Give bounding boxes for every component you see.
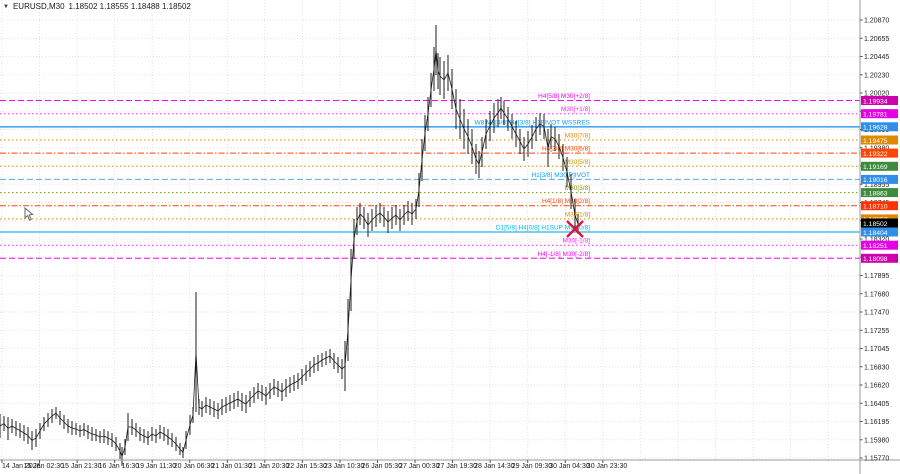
murrey-line-label: H4[2/8] M30[6/8] bbox=[542, 146, 590, 153]
mouse-cursor-icon bbox=[24, 206, 34, 221]
current-price-tag bbox=[861, 218, 898, 228]
price-axis-label: 1.17680 bbox=[864, 291, 889, 298]
murrey-line-label: M30[-1/8] bbox=[563, 238, 591, 245]
chart-symbol-timeframe: EURUSD,M30 bbox=[12, 2, 65, 11]
murrey-line-label: M30[5/8] bbox=[565, 159, 590, 166]
price-axis-label: 1.15770 bbox=[864, 456, 889, 463]
time-axis-label: 30 Jan 04:30 bbox=[549, 463, 590, 470]
price-tag-value: 1.19016 bbox=[863, 177, 888, 184]
price-axis-label: 1.20655 bbox=[864, 36, 889, 43]
price-axis-label: 1.20230 bbox=[864, 72, 889, 79]
price-axis-label: 1.17470 bbox=[864, 310, 889, 317]
time-axis-label: 20 Jan 06:30 bbox=[174, 463, 215, 470]
price-axis-label: 1.16830 bbox=[864, 364, 889, 371]
price-tag-value: 1.19322 bbox=[863, 151, 888, 158]
time-axis-label: 29 Jan 09:30 bbox=[512, 463, 553, 470]
price-tag-value: 1.18251 bbox=[863, 243, 888, 250]
time-axis-label: 22 Jan 15:30 bbox=[286, 463, 327, 470]
price-tag-value: 1.18710 bbox=[863, 204, 888, 211]
price-tag-value: 1.19169 bbox=[863, 164, 888, 171]
murrey-line-label: W8 M8[4/8] H4[3/8] H1PIVOT WSSRES bbox=[475, 119, 591, 126]
price-tag-value: 1.19628 bbox=[863, 125, 888, 132]
price-tag-M30[0/8] bbox=[861, 227, 898, 237]
price-tag-M30[-1/8] bbox=[861, 240, 898, 250]
symbol-marker-icon: ▼ bbox=[3, 3, 9, 10]
murrey-line-label: H4[-1/8] M30[-2/8] bbox=[538, 251, 591, 258]
price-axis-label: 1.18955 bbox=[864, 182, 889, 189]
price-tag-M30[3/8] bbox=[861, 188, 898, 198]
current-price-value: 1.18502 bbox=[863, 221, 888, 228]
price-axis-label: 1.17255 bbox=[864, 328, 889, 335]
time-axis-label: 27 Jan 00:30 bbox=[399, 463, 440, 470]
price-axis-label: 1.16620 bbox=[864, 383, 889, 390]
price-tag-value: 1.18098 bbox=[863, 256, 888, 263]
price-tag-value: 1.19475 bbox=[863, 138, 888, 145]
time-axis-label: 14 Jan 2026 bbox=[2, 463, 41, 470]
time-axis-label: 21 Jan 01:30 bbox=[211, 463, 252, 470]
price-tag-M30[-2/8] bbox=[861, 253, 898, 263]
murrey-line-label: H1[3/8] M30[P]IVOT bbox=[531, 172, 590, 179]
price-path bbox=[0, 49, 579, 458]
price-tag-M30[+1/8] bbox=[861, 109, 898, 119]
murrey-line-label: M30[7/8] bbox=[565, 133, 590, 140]
price-axis-label: 1.20445 bbox=[864, 54, 889, 61]
time-axis-label: 26 Jan 05:30 bbox=[362, 463, 403, 470]
price-axis-label: 1.17895 bbox=[864, 273, 889, 280]
murrey-line-label: M30[3/8] bbox=[565, 185, 590, 192]
time-axis-label: 30 Jan 23:30 bbox=[587, 463, 628, 470]
price-tag-value: 1.19934 bbox=[863, 98, 888, 105]
price-axis-label: 1.16195 bbox=[864, 419, 889, 426]
time-axis-label: 23 Jan 10:30 bbox=[324, 463, 365, 470]
price-tag-M30[2/8] bbox=[861, 201, 898, 211]
time-axis-label: 27 Jan 19:30 bbox=[437, 463, 478, 470]
murrey-line-label: H4[5/8] M30[+2/8] bbox=[538, 93, 590, 100]
price-tag-M30[7/8] bbox=[861, 135, 898, 145]
price-axis-label: 1.20870 bbox=[864, 18, 889, 25]
time-axis-label: 15 Jan 02:30 bbox=[24, 463, 65, 470]
sell-signal-x-icon[interactable] bbox=[566, 220, 584, 238]
price-tag-M30[+2/8] bbox=[861, 96, 898, 105]
price-tag-value: 1.18404 bbox=[863, 230, 888, 237]
price-axis-label: 1.17045 bbox=[864, 346, 889, 353]
price-axis-label: 1.15980 bbox=[864, 437, 889, 444]
chart-title-bar: ▼ EURUSD,M30 1.18502 1.18555 1.18488 1.1… bbox=[3, 2, 191, 11]
murrey-line-label: M30[1/8] bbox=[565, 211, 590, 218]
chart-ohlc-values: 1.18502 1.18555 1.18488 1.18502 bbox=[68, 2, 191, 11]
price-tag-M30[5/8] bbox=[861, 161, 898, 171]
time-axis-label: 16 Jan 16:30 bbox=[99, 463, 140, 470]
price-axis-label: 1.18320 bbox=[864, 237, 889, 244]
price-tag-M30[6/8] bbox=[861, 148, 898, 158]
murrey-line-label: H4[1/8] M30[2/8] bbox=[542, 198, 590, 205]
time-axis-label: 21 Jan 20:30 bbox=[249, 463, 290, 470]
price-tag-M30[4/8] bbox=[861, 174, 898, 184]
time-axis-label: 19 Jan 11:30 bbox=[136, 463, 176, 470]
price-tag-value: 1.18863 bbox=[863, 190, 888, 197]
price-tag-value: 1.19781 bbox=[863, 112, 888, 119]
time-axis-label: 15 Jan 21:30 bbox=[61, 463, 102, 470]
time-axis-label: 28 Jan 14:30 bbox=[474, 463, 515, 470]
murrey-line-label: M30[+1/8] bbox=[561, 106, 590, 113]
price-axis-label: 1.20020 bbox=[864, 91, 889, 98]
price-axis-label: 1.16405 bbox=[864, 401, 889, 408]
price-tag-M30[8/8] bbox=[861, 122, 898, 132]
murrey-line-label: D1[5/8] H4[0/8] H1SUP M30[0/8] bbox=[496, 225, 590, 232]
